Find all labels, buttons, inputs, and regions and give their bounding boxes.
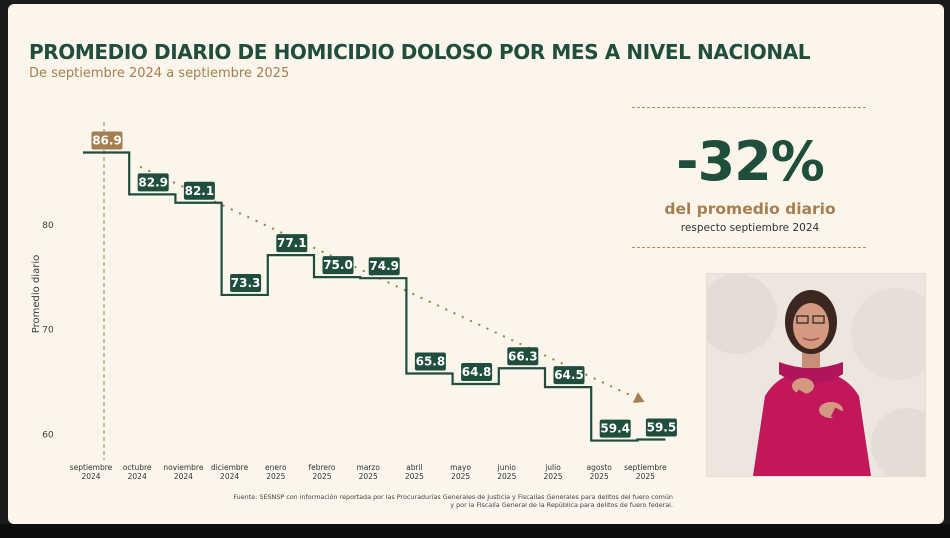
x-tick-month: marzo [356, 463, 380, 472]
data-label-box [137, 173, 169, 192]
data-label: 64.8 [462, 365, 492, 379]
x-tick-month: enero [265, 463, 287, 472]
data-label: 66.3 [508, 349, 538, 363]
x-tick-month: junio [497, 463, 517, 472]
kpi-top-rule [632, 107, 866, 108]
sign-language-interpreter-video [706, 273, 926, 477]
y-axis-label: Promedio diario [31, 255, 42, 333]
data-label: 74.9 [369, 259, 399, 273]
source-line-2: y por la Fiscalía General de la Repúblic… [450, 501, 673, 509]
data-label-box [553, 366, 585, 385]
chart-svg: Promedio diario 60 70 80 86.9 82.9 82.1 73.3 77.… [31, 122, 677, 481]
source-note: Fuente: SESNSP con información reportada… [158, 493, 673, 509]
bottom-bar [0, 524, 950, 538]
kpi-sublabel: respecto septiembre 2024 [680, 222, 820, 234]
y-tick-label: 80 [42, 221, 54, 231]
source-line-1: Fuente: SESNSP con información reportada… [233, 493, 673, 501]
y-tick-label: 60 [42, 430, 54, 440]
x-tick-month: abril [406, 463, 423, 472]
x-tick-month: octubre [123, 463, 152, 472]
data-label: 59.4 [600, 422, 630, 436]
data-label: 86.9 [92, 133, 122, 147]
x-tick-month: septiembre [624, 463, 667, 472]
x-tick-year: 2024 [220, 472, 239, 481]
x-tick-year: 2025 [451, 472, 470, 481]
chart-title: PROMEDIO DIARIO DE HOMICIDIO DOLOSO POR … [29, 40, 811, 64]
kpi-label: del promedio diario [664, 200, 836, 218]
data-label: 65.8 [416, 355, 446, 369]
x-tick-month: julio [544, 463, 561, 472]
data-label-box [322, 256, 354, 275]
x-tick-year: 2025 [312, 472, 331, 481]
data-label: 64.5 [554, 368, 584, 382]
slide: PROMEDIO DIARIO DE HOMICIDIO DOLOSO POR … [8, 4, 944, 524]
x-tick-year: 2025 [266, 472, 285, 481]
x-tick-month: diciembre [211, 463, 249, 472]
data-label-box [183, 181, 215, 200]
data-label: 75.0 [323, 258, 353, 272]
x-tick-month: febrero [308, 463, 335, 472]
x-tick-year: 2025 [497, 472, 516, 481]
x-tick-month: septiembre [70, 463, 113, 472]
kpi-bottom-rule [632, 247, 866, 248]
data-label-box [414, 352, 446, 371]
data-label-box [276, 234, 308, 253]
data-label: 77.1 [277, 236, 307, 250]
data-label-box [645, 418, 677, 437]
x-tick-month: noviembre [163, 463, 203, 472]
x-tick-month: agosto [587, 463, 613, 472]
x-tick-year: 2025 [590, 472, 609, 481]
data-label-box [230, 273, 262, 292]
kpi-value: -32% [676, 130, 825, 193]
x-tick-month: mayo [450, 463, 471, 472]
x-tick-year: 2024 [174, 472, 193, 481]
data-label: 73.3 [231, 276, 261, 290]
step-series-line [83, 151, 666, 442]
x-tick-year: 2024 [81, 472, 100, 481]
chart-subtitle: De septiembre 2024 a septiembre 2025 [29, 66, 290, 81]
trend-arrow [632, 392, 645, 404]
x-tick-year: 2024 [128, 472, 147, 481]
y-tick-label: 70 [42, 326, 54, 336]
data-label-box [91, 131, 123, 150]
x-tick-year: 2025 [359, 472, 378, 481]
data-label-box [461, 363, 493, 381]
x-tick-year: 2025 [636, 472, 655, 481]
data-label: 82.1 [185, 184, 215, 198]
data-label-box [368, 257, 400, 276]
data-label-box [599, 419, 631, 438]
data-label-box [507, 347, 539, 366]
interpreter-figure [707, 274, 925, 476]
x-tick-year: 2025 [405, 472, 424, 481]
trend-line [139, 166, 637, 399]
data-label: 82.9 [138, 175, 168, 189]
data-label: 59.5 [647, 421, 677, 435]
x-tick-year: 2025 [543, 472, 562, 481]
